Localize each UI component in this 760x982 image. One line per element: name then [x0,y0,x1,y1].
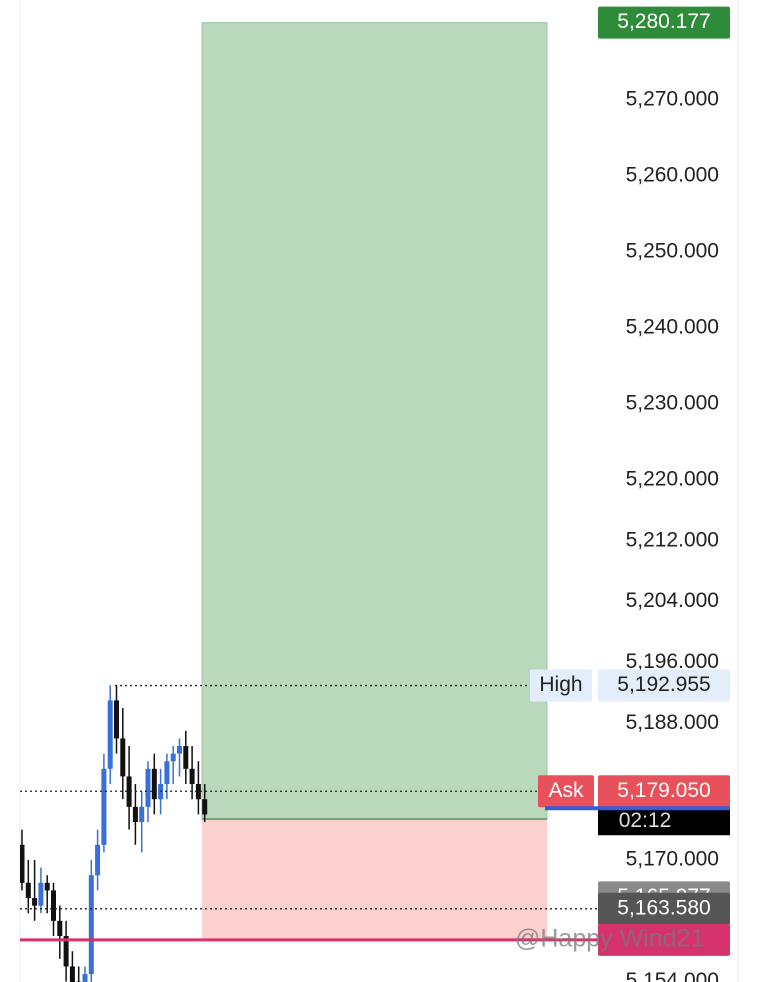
ask-tag-box [538,775,594,808]
candle-body [151,768,157,800]
candle-body [170,753,176,762]
high-tag-box [530,669,592,702]
loss-zone [202,818,547,940]
candle-body [107,700,113,769]
y-tick-label: 5,196.000 [626,650,719,673]
candle-body [38,882,44,906]
take-profit-label-text: 5,280.177 [617,10,710,33]
candle-body [88,875,94,975]
y-tick-label: 5,250.000 [626,240,719,263]
profit-zone [201,22,548,820]
watermark: @Happy Wind21 [515,924,704,952]
candle-body [145,768,151,807]
candle-body [120,738,126,777]
stop-label-box [598,923,730,956]
ask-tag-text: Ask [548,779,584,802]
candle-body [51,890,56,921]
y-tick-label: 5,240.000 [626,316,719,339]
ask-value-box [598,775,730,808]
candle-body [44,882,50,891]
take-profit-label-box [598,6,730,39]
y-tick-label: 5,212.000 [626,528,719,551]
price-label-text: 5,163.580 [617,896,710,919]
y-tick-label: 5,260.000 [626,164,719,187]
y-tick-label: 5,220.000 [626,468,719,491]
y-tick-label: 5,230.000 [626,392,719,415]
high-value-text: 5,192.955 [617,673,710,696]
candle-body [82,974,88,982]
candle-body [177,746,182,754]
candle-body [195,784,201,800]
candle-body [95,844,101,876]
candle-body [126,776,132,807]
high-value-box [598,669,730,702]
y-tick-label: 5,188.000 [626,711,719,734]
y-tick-label: 5,154.000 [626,969,719,982]
candle-body [32,898,38,906]
price-label-box [598,892,730,925]
candle-body [183,746,189,769]
timer-text: 02:12 [619,809,672,832]
candle-body [132,806,138,823]
candle-body [57,920,63,937]
candle-body [202,799,208,815]
candle-body [25,882,31,899]
candle-body [114,700,119,739]
y-tick-label: 5,170.000 [626,848,719,871]
candle-body [164,761,170,785]
high-tag-text: High [539,673,582,696]
candle-body [69,966,75,982]
candle-body [20,844,25,883]
candle-body [139,806,145,823]
plot [20,22,548,982]
y-tick-label: 5,270.000 [626,88,719,111]
candle-body [63,936,69,967]
candle-body [101,768,107,845]
y-tick-label: 5,204.000 [626,589,719,612]
candle-body [189,768,195,785]
ask-value-text: 5,179.050 [617,779,710,802]
